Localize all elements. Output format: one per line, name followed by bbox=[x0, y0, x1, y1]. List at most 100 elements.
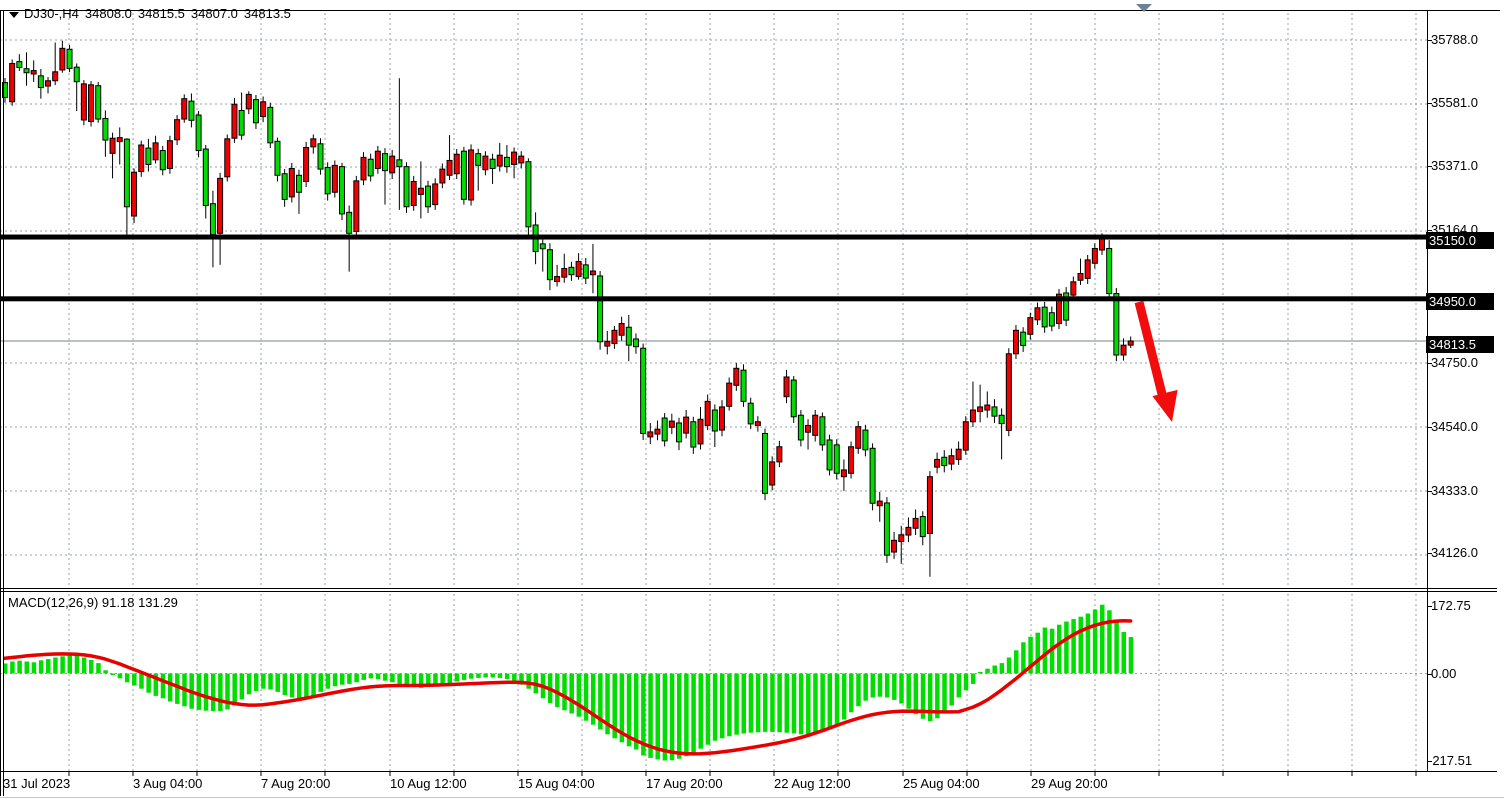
candle-body bbox=[941, 456, 948, 467]
candle-body bbox=[389, 155, 396, 174]
macd-histogram-bar bbox=[404, 673, 410, 686]
macd-histogram-bar bbox=[684, 673, 689, 757]
candle-body bbox=[546, 249, 553, 281]
macd-histogram-bar bbox=[124, 673, 130, 683]
candle-body bbox=[217, 177, 224, 234]
macd-histogram-bar bbox=[268, 673, 273, 690]
date-tick: 29 Aug 20:00 bbox=[1031, 776, 1108, 791]
macd-histogram-bar bbox=[1042, 627, 1048, 674]
candle-body bbox=[668, 420, 675, 428]
macd-histogram-bar bbox=[483, 673, 488, 678]
candle-body bbox=[1084, 259, 1091, 279]
candle-body bbox=[625, 326, 632, 346]
macd-histogram-bar bbox=[354, 673, 359, 683]
macd-histogram-bar bbox=[519, 673, 524, 685]
candle-body bbox=[518, 155, 525, 164]
macd-histogram-bar bbox=[1114, 622, 1119, 674]
macd-histogram-bar bbox=[712, 673, 718, 741]
macd-histogram-bar bbox=[899, 673, 904, 704]
macd-histogram-bar bbox=[476, 673, 481, 678]
macd-histogram-bar bbox=[698, 673, 703, 749]
macd-histogram-bar bbox=[956, 673, 962, 698]
macd-histogram-bar bbox=[763, 673, 768, 732]
macd-histogram-bar bbox=[720, 673, 725, 739]
quote-open: 34808.0 bbox=[84, 6, 132, 21]
candle-body bbox=[59, 47, 66, 71]
macd-histogram-bar bbox=[1056, 624, 1062, 674]
candle-body bbox=[439, 168, 446, 184]
macd-histogram-bar bbox=[870, 673, 876, 698]
candle-body bbox=[181, 98, 188, 120]
candle-body bbox=[131, 171, 138, 217]
macd-histogram-bar bbox=[67, 655, 73, 674]
candle-body bbox=[16, 61, 23, 68]
candle-body bbox=[367, 158, 374, 177]
candle-body bbox=[797, 414, 804, 441]
candle-body bbox=[840, 469, 847, 478]
candle-body bbox=[145, 147, 152, 165]
symbol-dropdown-icon[interactable] bbox=[9, 12, 19, 18]
macd-histogram-bar bbox=[146, 673, 151, 693]
candle-body bbox=[776, 446, 783, 463]
macd-histogram-bar bbox=[289, 673, 295, 698]
macd-histogram-bar bbox=[1035, 632, 1040, 674]
candle-body bbox=[955, 448, 962, 460]
support-resistance-line bbox=[0, 234, 1427, 240]
candle-body bbox=[45, 80, 52, 87]
macd-histogram-bar bbox=[992, 665, 997, 674]
candle-body bbox=[511, 151, 518, 165]
macd-histogram-bar bbox=[863, 673, 868, 701]
macd-histogram-bar bbox=[662, 673, 668, 761]
candle-body bbox=[295, 174, 302, 193]
candle-body bbox=[403, 166, 410, 208]
macd-histogram-bar bbox=[325, 673, 331, 689]
macd-histogram-bar bbox=[53, 657, 58, 674]
projection-arrow-shaft bbox=[1134, 300, 1167, 396]
macd-histogram-bar bbox=[849, 673, 854, 713]
macd-histogram-bar bbox=[24, 661, 30, 674]
macd-histogram-bar bbox=[253, 673, 259, 692]
quote-high: 34815.5 bbox=[137, 6, 185, 21]
candle-body bbox=[582, 264, 589, 279]
candle-body bbox=[783, 376, 790, 398]
candle-body bbox=[503, 156, 510, 168]
macd-histogram-bar bbox=[791, 673, 797, 734]
candle-body bbox=[826, 439, 833, 471]
macd-histogram-bar bbox=[963, 673, 969, 691]
candle-body bbox=[697, 418, 704, 445]
candle-body bbox=[224, 138, 231, 178]
macd-histogram-bar bbox=[375, 673, 381, 680]
macd-histogram-bar bbox=[1064, 621, 1069, 674]
macd-histogram-bar bbox=[906, 673, 911, 709]
candle-body bbox=[539, 243, 546, 250]
quote-close: 34813.5 bbox=[243, 6, 291, 21]
candle-body bbox=[683, 416, 690, 434]
candle-body bbox=[762, 432, 769, 494]
price-tick: 34333.0 bbox=[1431, 483, 1478, 498]
macd-histogram-bar bbox=[311, 673, 316, 696]
quote-header: DJ30-,H4 34808.0 34815.5 34807.0 34813.5 bbox=[24, 6, 297, 21]
macd-histogram-bar bbox=[770, 673, 775, 732]
macd-histogram-bar bbox=[748, 673, 754, 733]
macd-histogram-bar bbox=[74, 655, 80, 674]
candle-body bbox=[209, 203, 216, 236]
candle-body bbox=[116, 137, 123, 143]
candle-body bbox=[468, 149, 475, 201]
macd-histogram-bar bbox=[167, 673, 173, 702]
support-resistance-line bbox=[0, 296, 1427, 302]
macd-signal-line bbox=[3, 618, 1133, 756]
candle-body bbox=[819, 416, 826, 446]
macd-histogram-bar bbox=[892, 673, 897, 700]
candle-body bbox=[52, 71, 59, 82]
candle-body bbox=[30, 70, 37, 75]
date-tick: 10 Aug 12:00 bbox=[390, 776, 467, 791]
macd-histogram-bar bbox=[210, 673, 216, 712]
candle-body bbox=[374, 150, 381, 169]
macd-histogram-bar bbox=[576, 673, 582, 717]
macd-histogram-bar bbox=[755, 673, 761, 733]
candle-body bbox=[898, 534, 905, 543]
macd-histogram-bar bbox=[784, 673, 790, 733]
macd-histogram-bar bbox=[935, 673, 940, 719]
macd-histogram-bar bbox=[813, 673, 818, 734]
